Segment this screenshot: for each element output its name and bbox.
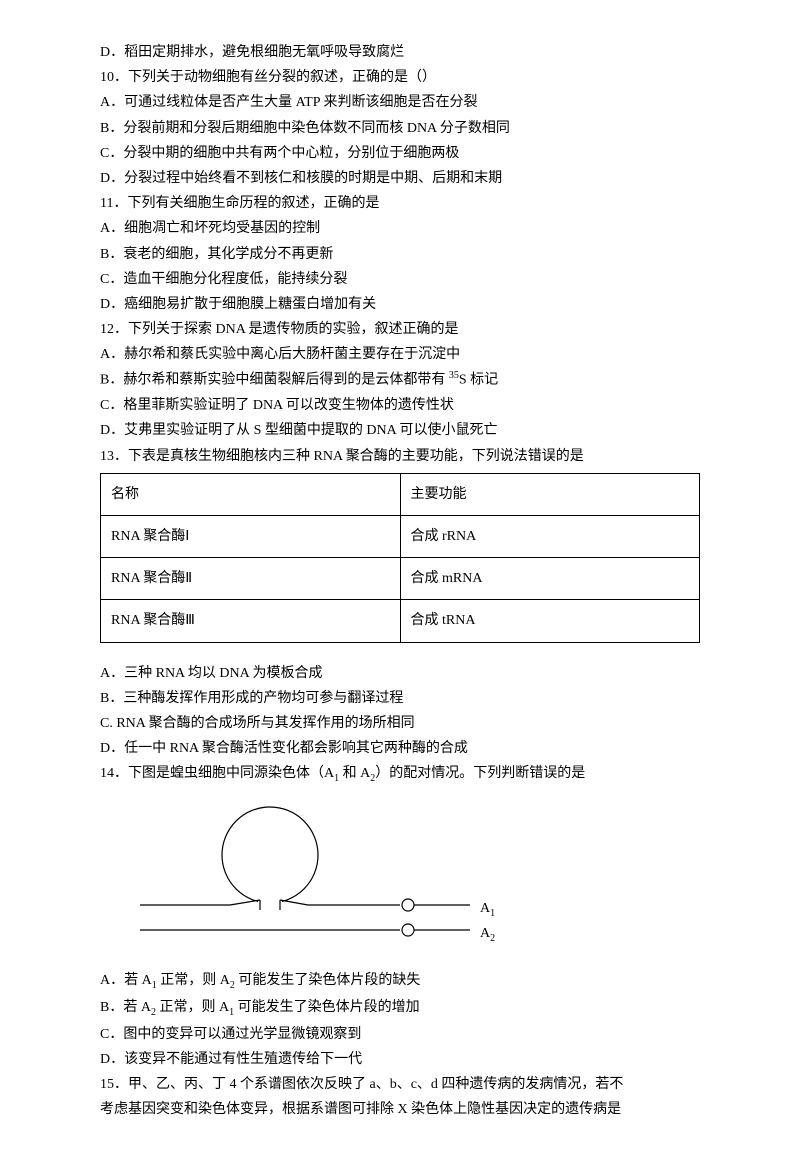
q13-table: 名称 主要功能 RNA 聚合酶Ⅰ 合成 rRNA RNA 聚合酶Ⅱ 合成 mRN… — [100, 473, 700, 643]
q11-b: B．衰老的细胞，其化学成分不再更新 — [100, 242, 700, 267]
q14b-post: 可能发生了染色体片段的增加 — [234, 1000, 420, 1015]
diagram-label-a2: A2 — [480, 921, 495, 948]
q14a-post: 可能发生了染色体片段的缺失 — [235, 973, 421, 988]
q11-c: C．造血干细胞分化程度低，能持续分裂 — [100, 267, 700, 292]
q14-mid: 和 A — [339, 766, 370, 781]
q14-d: D．该变异不能通过有性生殖遗传给下一代 — [100, 1047, 700, 1072]
exam-page: D．稻田定期排水，避免根细胞无氧呼吸导致腐烂 10．下列关于动物细胞有丝分裂的叙… — [0, 0, 800, 1162]
q15-l1: 15．甲、乙、丙、丁 4 个系谱图依次反映了 a、b、c、d 四种遗传病的发病情… — [100, 1072, 700, 1097]
q12-d: D．艾弗里实验证明了从 S 型细菌中提取的 DNA 可以使小鼠死亡 — [100, 418, 700, 443]
q15-l2: 考虑基因突变和染色体变异，根据系谱图可排除 X 染色体上隐性基因决定的遗传病是 — [100, 1097, 700, 1122]
q13-a: A．三种 RNA 均以 DNA 为模板合成 — [100, 661, 700, 686]
q11-stem: 11．下列有关细胞生命历程的叙述，正确的是 — [100, 191, 700, 216]
cell: RNA 聚合酶Ⅲ — [101, 600, 401, 642]
q14b-mid: 正常，则 A — [156, 1000, 229, 1015]
q10-c: C．分裂中期的细胞中共有两个中心粒，分别位于细胞两极 — [100, 141, 700, 166]
lbl-a1: A — [480, 901, 490, 916]
cell: 合成 tRNA — [400, 600, 700, 642]
cell: 合成 mRNA — [400, 558, 700, 600]
q10-a: A．可通过线粒体是否产生大量 ATP 来判断该细胞是否在分裂 — [100, 90, 700, 115]
diagram-label-a1: A1 — [480, 896, 495, 923]
th-name: 名称 — [101, 473, 401, 515]
lbl-a1-sub: 1 — [490, 908, 495, 919]
q14a-pre: A．若 A — [100, 973, 152, 988]
q12-b: B．赫尔希和蔡斯实验中细菌裂解后得到的是云体都带有 35S 标记 — [100, 367, 700, 393]
q14a-mid: 正常，则 A — [157, 973, 230, 988]
q10-b: B．分裂前期和分裂后期细胞中染色体数不同而核 DNA 分子数相同 — [100, 116, 700, 141]
diagram-svg — [140, 800, 520, 960]
q12-b-post: S 标记 — [459, 373, 498, 388]
table-row: RNA 聚合酶Ⅱ 合成 mRNA — [101, 558, 700, 600]
q13-c: C. RNA 聚合酶的合成场所与其发挥作用的场所相同 — [100, 711, 700, 736]
q13-d: D．任一中 RNA 聚合酶活性变化都会影响其它两种酶的合成 — [100, 736, 700, 761]
q13-b: B．三种酶发挥作用形成的产物均可参与翻译过程 — [100, 686, 700, 711]
q13-stem: 13．下表是真核生物细胞核内三种 RNA 聚合酶的主要功能，下列说法错误的是 — [100, 444, 700, 469]
q14-b: B．若 A2 正常，则 A1 可能发生了染色体片段的增加 — [100, 995, 700, 1022]
q11-a: A．细胞凋亡和坏死均受基因的控制 — [100, 216, 700, 241]
q14-stem: 14．下图是蝗虫细胞中同源染色体（A1 和 A2）的配对情况。下列判断错误的是 — [100, 761, 700, 788]
q10-d: D．分裂过程中始终看不到核仁和核膜的时期是中期、后期和末期 — [100, 166, 700, 191]
table-header-row: 名称 主要功能 — [101, 473, 700, 515]
cell: RNA 聚合酶Ⅰ — [101, 516, 401, 558]
table-row: RNA 聚合酶Ⅲ 合成 tRNA — [101, 600, 700, 642]
q12-c: C．格里菲斯实验证明了 DNA 可以改变生物体的遗传性状 — [100, 393, 700, 418]
th-func: 主要功能 — [400, 473, 700, 515]
opt-d: D．稻田定期排水，避免根细胞无氧呼吸导致腐烂 — [100, 40, 700, 65]
q11-d: D．癌细胞易扩散于细胞膜上糖蛋白增加有关 — [100, 292, 700, 317]
cell: RNA 聚合酶Ⅱ — [101, 558, 401, 600]
q12-a: A．赫尔希和蔡氏实验中离心后大肠杆菌主要存在于沉淀中 — [100, 342, 700, 367]
lbl-a2-sub: 2 — [490, 933, 495, 944]
q12-stem: 12．下列关于探索 DNA 是遗传物质的实验，叙述正确的是 — [100, 317, 700, 342]
q14-c: C．图中的变异可以通过光学显微镜观察到 — [100, 1022, 700, 1047]
q10-stem: 10．下列关于动物细胞有丝分裂的叙述，正确的是（） — [100, 65, 700, 90]
lbl-a2: A — [480, 926, 490, 941]
table-row: RNA 聚合酶Ⅰ 合成 rRNA — [101, 516, 700, 558]
q14-a: A．若 A1 正常，则 A2 可能发生了染色体片段的缺失 — [100, 968, 700, 995]
q14b-pre: B．若 A — [100, 1000, 151, 1015]
q12-b-pre: B．赫尔希和蔡斯实验中细菌裂解后得到的是云体都带有 — [100, 373, 449, 388]
q14-pre: 14．下图是蝗虫细胞中同源染色体（A — [100, 766, 334, 781]
chromosome-diagram: A1 A2 — [140, 800, 520, 960]
q14-post: ）的配对情况。下列判断错误的是 — [375, 766, 585, 781]
q12-b-sup: 35 — [449, 370, 459, 381]
cell: 合成 rRNA — [400, 516, 700, 558]
